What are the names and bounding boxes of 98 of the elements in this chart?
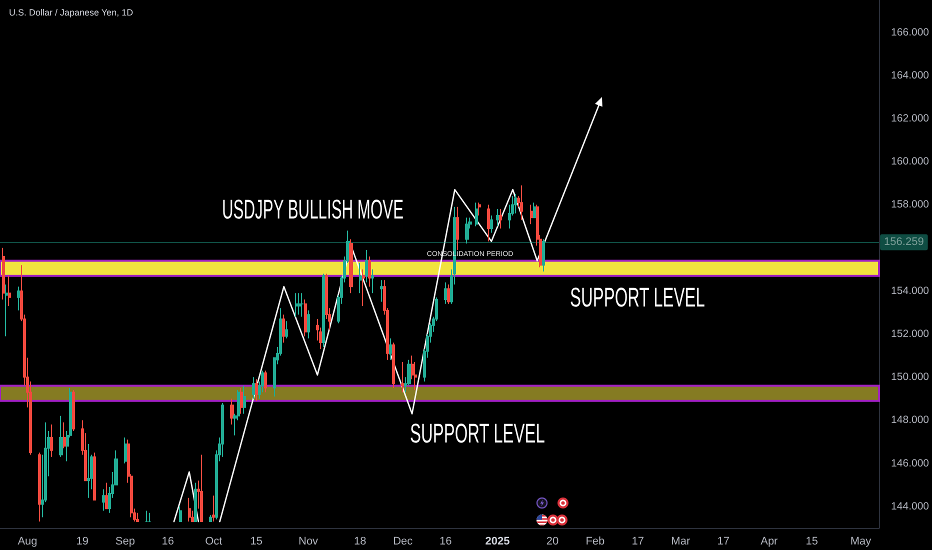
text: U.S. Dollar / Japanese Yen, 1D [9, 8, 134, 18]
candlestick [362, 268, 365, 307]
x-tick-label: Sep [115, 536, 135, 548]
x-tick-label: 2025 [485, 536, 510, 548]
candlestick [243, 385, 246, 414]
candlestick [322, 273, 325, 348]
candlestick [264, 370, 267, 393]
candlestick [301, 292, 304, 318]
y-tick-label: 160.000 [891, 156, 930, 168]
x-tick-label: 17 [632, 536, 644, 548]
candlestick [359, 262, 362, 294]
x-tick-label: Mar [671, 536, 690, 548]
candlestick [380, 280, 383, 302]
candlestick [105, 482, 108, 510]
candlestick [542, 238, 545, 272]
x-tick-label: 16 [440, 536, 452, 548]
candlestick [148, 512, 151, 522]
candlestick [93, 452, 96, 500]
candlestick [304, 299, 307, 337]
candlestick [371, 268, 374, 294]
candlestick [392, 342, 395, 388]
annotation: USDJPY BULLISH MOVE [222, 194, 404, 225]
y-tick-label: 162.000 [891, 112, 930, 125]
x-tick-label: 18 [354, 536, 366, 548]
candlestick [475, 202, 478, 227]
x-tick-label: 15 [806, 536, 818, 548]
x-tick-label: 19 [76, 536, 89, 548]
x-tick-label: Dec [393, 536, 414, 548]
candlestick [298, 292, 301, 316]
y-tick-label: 164.000 [891, 69, 930, 82]
candlestick [456, 206, 459, 250]
x-tick-label: 17 [717, 536, 730, 548]
candlestick [230, 398, 234, 426]
candlestick [209, 514, 212, 522]
candlestick [240, 387, 243, 414]
candlestick [520, 184, 523, 220]
candlestick [8, 275, 11, 307]
candlestick [499, 208, 502, 229]
candlestick [102, 488, 105, 512]
y-tick-label: 146.000 [891, 457, 930, 470]
candlestick [212, 495, 215, 522]
x-tick-label: Feb [586, 536, 605, 548]
candlestick [514, 193, 517, 214]
x-tick-label: 20 [546, 536, 559, 548]
candlestick [5, 284, 8, 337]
y-tick-label: 154.000 [891, 284, 930, 297]
candlestick [444, 282, 447, 304]
candlestick [136, 512, 139, 522]
candlestick [59, 415, 63, 458]
candlestick [530, 204, 533, 225]
candlestick [282, 314, 285, 344]
candlestick [194, 482, 197, 522]
candlestick [50, 424, 53, 458]
candlestick [295, 292, 298, 318]
candlestick [17, 286, 20, 311]
candlestick [447, 284, 450, 304]
candlestick [200, 454, 203, 522]
y-tick-label: 158.000 [891, 198, 930, 211]
candlestick [252, 376, 255, 400]
x-tick-label: 15 [250, 536, 263, 548]
y-tick-label: 152.000 [891, 328, 930, 340]
band-label: SUPPORT LEVEL [570, 282, 705, 312]
y-tick-label: 144.000 [891, 500, 930, 512]
candlestick [124, 436, 127, 464]
candlestick [487, 204, 490, 242]
y-tick-label: 148.000 [891, 414, 930, 426]
y-tick-label: 166.000 [891, 26, 930, 38]
candlestick [496, 208, 499, 227]
candlestick [307, 310, 310, 339]
x-tick-label: Oct [205, 536, 222, 548]
x-tick-label: Nov [298, 536, 319, 548]
candlestick [533, 202, 536, 218]
candlestick [221, 402, 224, 458]
x-tick-label: Aug [18, 536, 38, 548]
candlestick [72, 390, 75, 432]
y-tick-label: 150.000 [891, 371, 930, 384]
candlestick [2, 247, 5, 300]
candlestick [188, 497, 191, 522]
candlestick [87, 443, 90, 498]
x-tick-label: Apr [760, 536, 778, 548]
band-label: SUPPORT LEVEL [410, 418, 545, 448]
candlestick [255, 378, 258, 402]
candlestick [490, 215, 493, 234]
candlestick [38, 452, 41, 522]
candlestick [179, 506, 182, 522]
candlestick [368, 256, 371, 288]
candlestick [63, 422, 66, 449]
candlestick [349, 238, 353, 294]
candlestick [285, 320, 288, 339]
x-tick-label: 16 [162, 536, 174, 548]
candlestick [145, 510, 148, 522]
candlestick [389, 338, 392, 360]
candlestick [365, 249, 368, 283]
candlestick [465, 217, 469, 244]
x-tick-label: May [850, 536, 872, 548]
candlestick [478, 202, 481, 216]
candlestick [401, 362, 404, 393]
ref-line-label: 156.259 [884, 236, 924, 248]
